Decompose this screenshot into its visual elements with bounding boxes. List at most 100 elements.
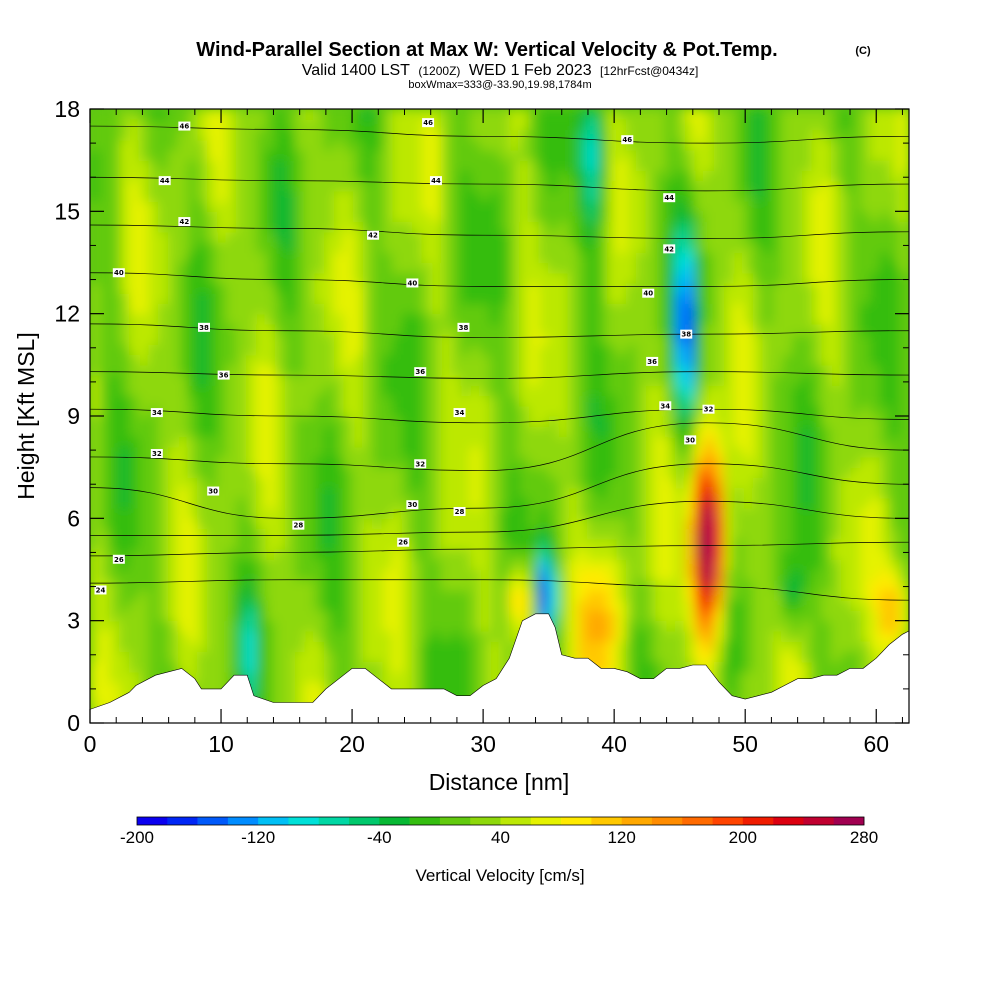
- field-cell: [567, 600, 579, 611]
- field-cell: [762, 283, 774, 294]
- field-cell: [333, 303, 345, 315]
- field-cell: [246, 231, 257, 243]
- field-cell: [675, 231, 686, 243]
- field-cell: [723, 201, 735, 212]
- field-cell: [90, 416, 101, 427]
- field-cell: [743, 201, 754, 212]
- field-cell: [392, 170, 403, 182]
- field-cell: [382, 395, 393, 407]
- field-cell: [694, 375, 705, 386]
- field-cell: [197, 201, 208, 212]
- field-cell: [158, 385, 169, 397]
- field-cell: [782, 242, 793, 253]
- field-cell: [246, 416, 257, 427]
- field-cell: [558, 375, 569, 386]
- field-cell: [606, 170, 618, 182]
- field-cell: [177, 211, 189, 223]
- field-cell: [636, 242, 647, 253]
- field-cell: [99, 313, 111, 325]
- field-cell: [860, 313, 871, 325]
- field-cell: [382, 262, 393, 274]
- field-cell: [831, 508, 842, 519]
- field-cell: [177, 508, 189, 519]
- field-cell: [158, 293, 169, 304]
- field-cell: [733, 416, 744, 427]
- field-cell: [519, 211, 530, 223]
- field-cell: [499, 641, 510, 652]
- field-cell: [665, 129, 676, 141]
- field-cell: [645, 252, 657, 264]
- field-cell: [645, 334, 657, 345]
- field-cell: [236, 170, 247, 182]
- field-cell: [129, 620, 140, 632]
- field-cell: [197, 651, 208, 663]
- field-cell: [645, 610, 657, 622]
- field-cell: [265, 477, 276, 489]
- field-cell: [343, 569, 354, 581]
- field-cell: [616, 497, 627, 509]
- field-cell: [704, 354, 715, 366]
- field-cell: [343, 467, 354, 478]
- field-cell: [294, 528, 306, 540]
- field-cell: [801, 528, 813, 540]
- field-cell: [665, 262, 676, 274]
- field-cell: [811, 313, 822, 325]
- field-cell: [743, 344, 754, 356]
- field-cell: [304, 477, 315, 489]
- field-cell: [548, 160, 559, 171]
- field-cell: [460, 497, 471, 509]
- field-cell: [567, 129, 579, 141]
- field-cell: [558, 620, 569, 632]
- field-cell: [99, 651, 111, 663]
- field-cell: [246, 129, 257, 141]
- field-cell: [187, 231, 198, 243]
- field-cell: [587, 109, 598, 120]
- field-cell: [801, 139, 813, 151]
- field-cell: [655, 283, 666, 294]
- field-cell: [177, 651, 189, 663]
- field-cell: [831, 129, 842, 141]
- field-cell: [246, 559, 257, 571]
- field-cell: [811, 201, 822, 212]
- field-cell: [733, 364, 744, 376]
- field-cell: [616, 395, 627, 407]
- field-cell: [723, 446, 735, 458]
- field-cell: [246, 139, 257, 151]
- field-cell: [626, 323, 637, 335]
- field-cell: [821, 508, 832, 519]
- field-cell: [138, 160, 150, 171]
- field-cell: [860, 109, 871, 120]
- field-cell: [138, 149, 150, 161]
- field-cell: [645, 467, 657, 478]
- field-cell: [714, 262, 725, 274]
- field-cell: [109, 293, 120, 304]
- field-cell: [714, 456, 725, 468]
- field-cell: [158, 109, 169, 120]
- field-cell: [158, 252, 169, 264]
- field-cell: [99, 109, 111, 120]
- field-cell: [528, 426, 540, 437]
- field-cell: [636, 221, 647, 233]
- field-cell: [489, 149, 501, 161]
- field-cell: [714, 190, 725, 202]
- field-cell: [421, 682, 432, 693]
- field-cell: [675, 446, 686, 458]
- field-cell: [246, 395, 257, 407]
- field-cell: [285, 456, 296, 468]
- field-cell: [665, 149, 676, 161]
- field-cell: [684, 109, 696, 120]
- field-cell: [889, 518, 900, 530]
- field-cell: [870, 323, 881, 335]
- field-cell: [694, 344, 705, 356]
- field-cell: [782, 354, 793, 366]
- field-cell: [694, 600, 705, 611]
- field-cell: [382, 467, 393, 478]
- field-cell: [821, 528, 832, 540]
- field-cell: [782, 375, 793, 386]
- field-cell: [343, 231, 354, 243]
- field-cell: [567, 405, 579, 417]
- field-cell: [285, 180, 296, 192]
- field-cell: [226, 149, 237, 161]
- field-cell: [694, 129, 705, 141]
- field-cell: [723, 303, 735, 315]
